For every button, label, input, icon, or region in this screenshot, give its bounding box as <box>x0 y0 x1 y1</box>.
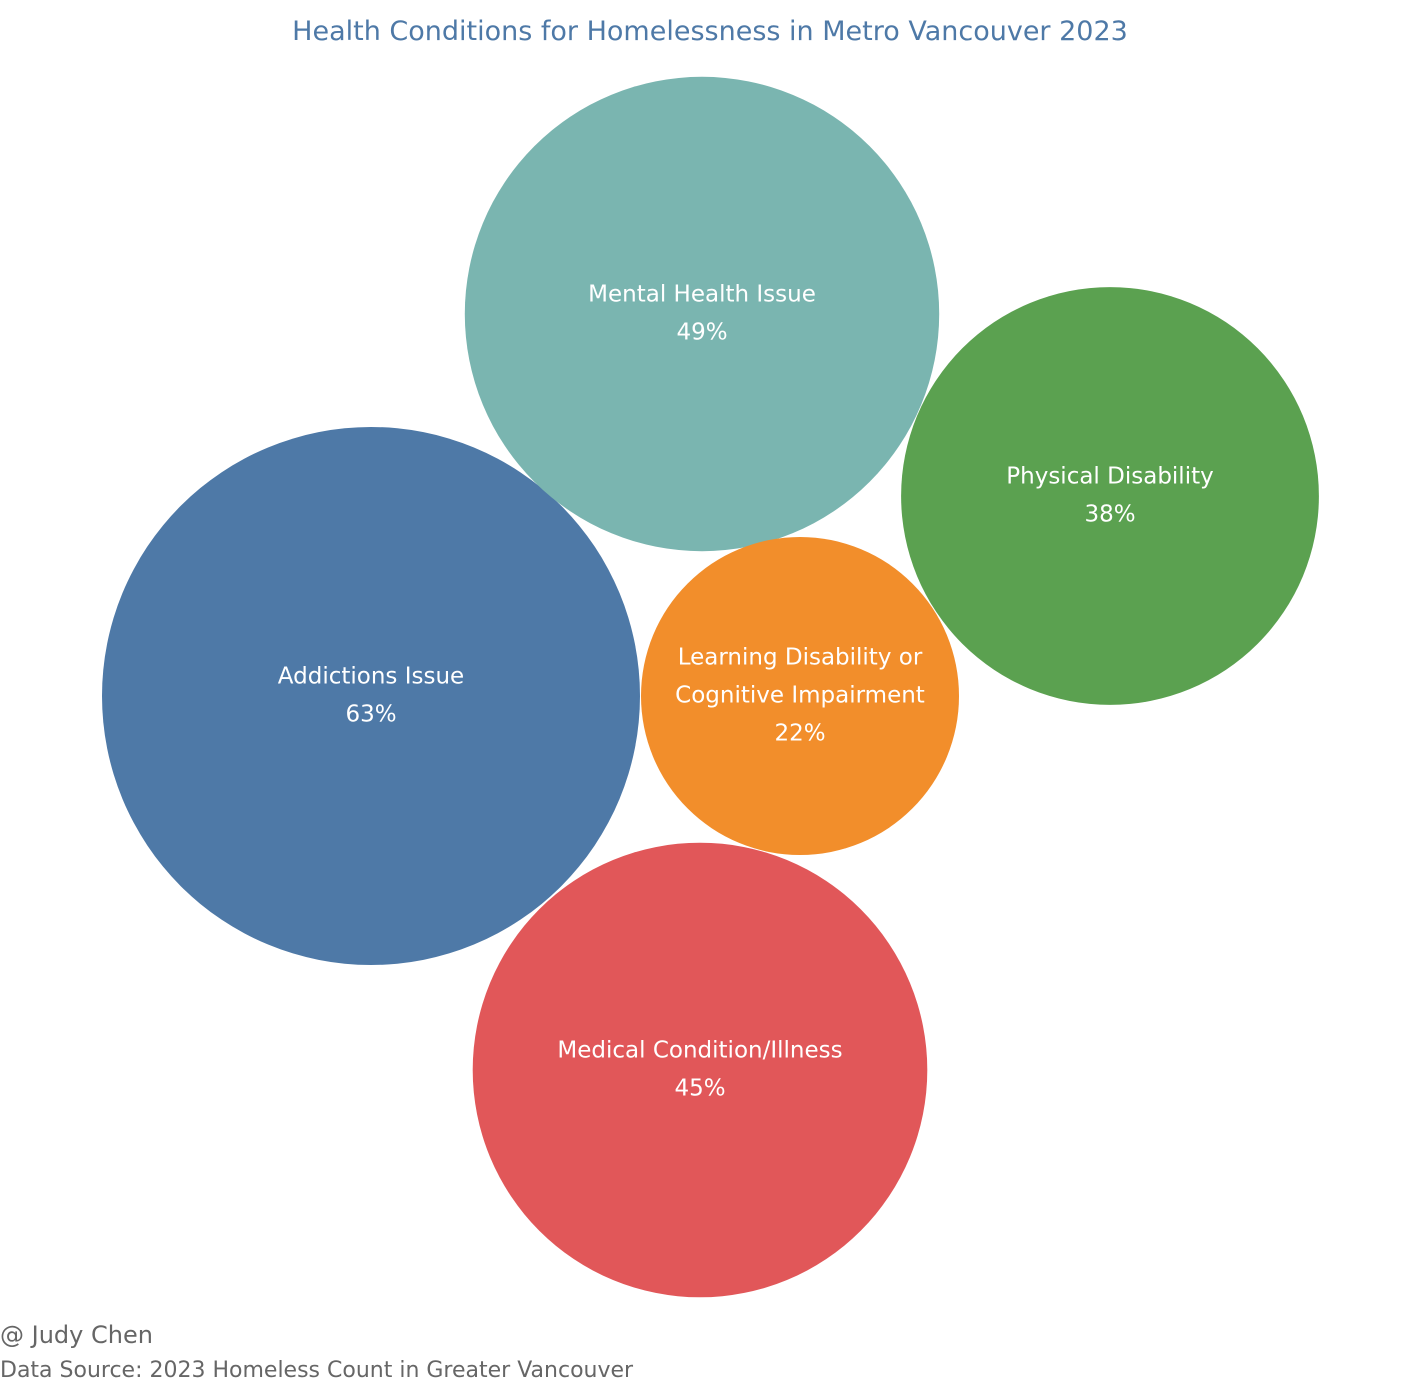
bubble-value-addictions-issue: 63% <box>345 702 396 728</box>
bubble-learning-disability-or-cognitive-impairment: Learning Disability or Cognitive Impairme… <box>641 537 959 855</box>
bubble-medical-condition-illness: Medical Condition/Illness 45% <box>472 842 928 1298</box>
bubble-label-addictions-issue: Addictions Issue <box>278 664 464 690</box>
bubble-circle-learning-disability-or-cognitive-impairment <box>641 537 959 855</box>
bubble-value-physical-disability: 38% <box>1084 502 1135 528</box>
bubble-value-learning-disability-or-cognitive-impairment: 22% <box>774 721 825 747</box>
bubble-physical-disability: Physical Disability 38% <box>901 287 1319 705</box>
bubble-addictions-issue: Addictions Issue 63% <box>102 427 640 965</box>
bubble-label-medical-condition-illness: Medical Condition/Illness <box>557 1038 842 1064</box>
bubble-circle-physical-disability <box>901 287 1319 705</box>
bubble-circle-addictions-issue <box>102 427 640 965</box>
bubble-label-learning-disability-or-cognitive-impairment: Learning Disability or <box>678 645 923 671</box>
bubble-circle-mental-health-issue <box>464 76 940 552</box>
bubble-label-learning-disability-or-cognitive-impairment: Cognitive Impairment <box>675 683 925 709</box>
bubble-label-mental-health-issue: Mental Health Issue <box>588 282 816 308</box>
bubble-value-medical-condition-illness: 45% <box>674 1076 725 1102</box>
author-credit: @ Judy Chen <box>0 1321 153 1349</box>
bubble-circle-medical-condition-illness <box>472 842 928 1298</box>
chart-title: Health Conditions for Homelessness in Me… <box>292 16 1128 47</box>
bubble-label-physical-disability: Physical Disability <box>1006 464 1213 490</box>
data-source: Data Source: 2023 Homeless Count in Grea… <box>0 1358 634 1383</box>
bubble-value-mental-health-issue: 49% <box>676 320 727 346</box>
bubble-mental-health-issue: Mental Health Issue 49% <box>464 76 940 552</box>
